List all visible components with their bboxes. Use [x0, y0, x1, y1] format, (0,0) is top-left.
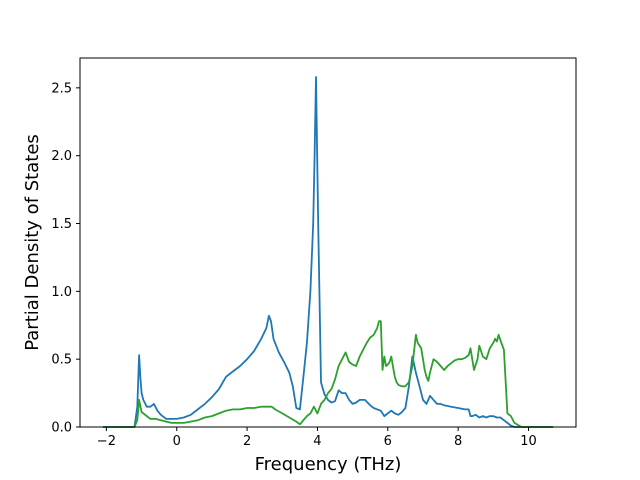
y-tick-label: 2.0 — [51, 149, 72, 164]
x-tick-label: 8 — [454, 434, 462, 449]
plot-area — [102, 76, 554, 428]
series-line-2 — [102, 320, 554, 428]
x-tick-label: 0 — [173, 434, 181, 449]
x-axis-label: Frequency (THz) — [255, 454, 402, 475]
y-tick-label: 2.5 — [51, 81, 72, 96]
x-axis-ticks: −2 0 2 4 6 8 10 — [97, 427, 537, 449]
axes-frame — [79, 57, 577, 428]
y-axis-label: Partial Density of States — [22, 134, 43, 351]
y-axis-ticks: 0.0 0.5 1.0 1.5 2.0 2.5 — [51, 81, 80, 436]
x-tick-label: 2 — [243, 434, 251, 449]
x-tick-label: 4 — [313, 434, 321, 449]
y-tick-label: 1.5 — [51, 217, 72, 232]
y-tick-label: 1.0 — [51, 285, 72, 300]
series-line-1 — [102, 76, 554, 428]
x-tick-label: 6 — [384, 434, 392, 449]
x-tick-label: −2 — [97, 434, 116, 449]
y-tick-label: 0.0 — [51, 421, 72, 436]
x-tick-label: 10 — [520, 434, 537, 449]
y-tick-label: 0.5 — [51, 353, 72, 368]
